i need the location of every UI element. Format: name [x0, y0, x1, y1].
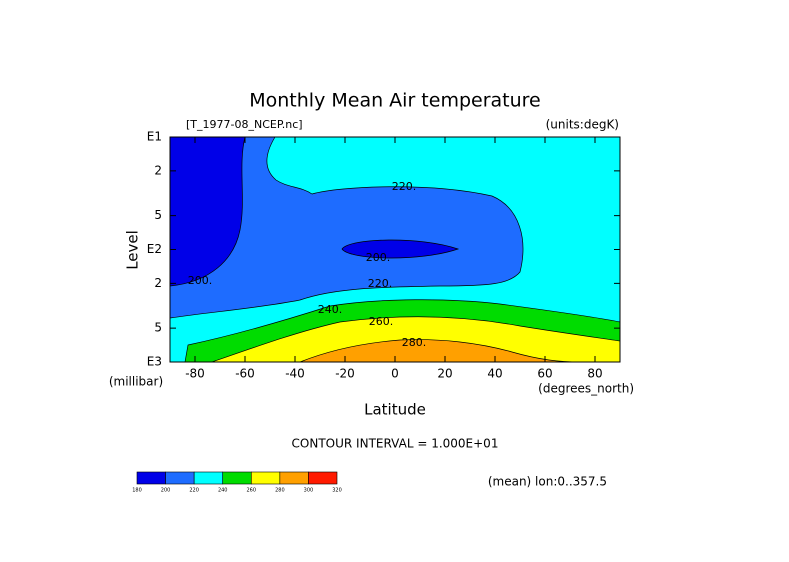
colorbar-box [193, 471, 224, 485]
x-tick-label: 0 [391, 367, 399, 381]
x-tick-label: 20 [437, 367, 452, 381]
x-tick-label: -60 [235, 367, 255, 381]
colorbar-label: 200 [161, 488, 171, 494]
y-tick-label: E3 [147, 355, 162, 369]
x-tick-label: -40 [285, 367, 305, 381]
colorbar-box [308, 471, 338, 485]
x-tick-label: -20 [335, 367, 355, 381]
footnote: (mean) lon:0..357.5 [488, 475, 607, 489]
contour-band [169, 136, 246, 287]
contour-label: 200. [366, 251, 391, 264]
colorbar-box [279, 471, 309, 485]
y-tick-label: E2 [147, 242, 162, 256]
dataset-name: [T_1977-08_NCEP.nc] [186, 118, 303, 131]
units: (units:degK) [546, 118, 619, 132]
y-tick-label: 2 [154, 163, 162, 177]
y-axis-units: (millibar) [109, 375, 163, 389]
contour-band [169, 136, 524, 319]
y-tick-label: E1 [147, 130, 162, 144]
contour-band [341, 239, 460, 259]
x-tick-label: 60 [537, 367, 552, 381]
colorbar-box [250, 471, 281, 485]
x-axis-units: (degrees_north) [538, 382, 634, 396]
x-tick-label: 80 [587, 367, 602, 381]
contour-label: 280. [402, 336, 427, 349]
chart-title: Monthly Mean Air temperature [249, 90, 540, 112]
contour-band [299, 339, 581, 363]
y-tick-label: 2 [154, 276, 162, 290]
y-tick-label: 5 [154, 321, 162, 335]
x-axis-label: Latitude [364, 401, 426, 419]
colorbar-label: 320 [332, 488, 342, 494]
colorbar-label: 220 [189, 488, 199, 494]
colorbar-box [136, 471, 166, 485]
y-axis-label: Level [124, 230, 142, 270]
colorbar-label: 280 [275, 488, 285, 494]
colorbar-label: 260 [247, 488, 257, 494]
contour-interval: CONTOUR INTERVAL = 1.000E+01 [292, 437, 499, 451]
colorbar-box [222, 471, 252, 485]
colorbar-label: 300 [304, 488, 314, 494]
contour-label: 260. [369, 315, 394, 328]
colorbar-label: 180 [132, 488, 142, 494]
contour-label: 220. [392, 180, 417, 193]
contour-label: 200. [188, 274, 213, 287]
x-tick-label: -80 [185, 367, 205, 381]
contour-label: 240. [318, 303, 343, 316]
contour-label: 220. [368, 277, 393, 290]
colorbar-label: 240 [218, 488, 228, 494]
y-tick-label: 5 [154, 208, 162, 222]
x-tick-label: 40 [487, 367, 502, 381]
colorbar-box [165, 471, 195, 485]
